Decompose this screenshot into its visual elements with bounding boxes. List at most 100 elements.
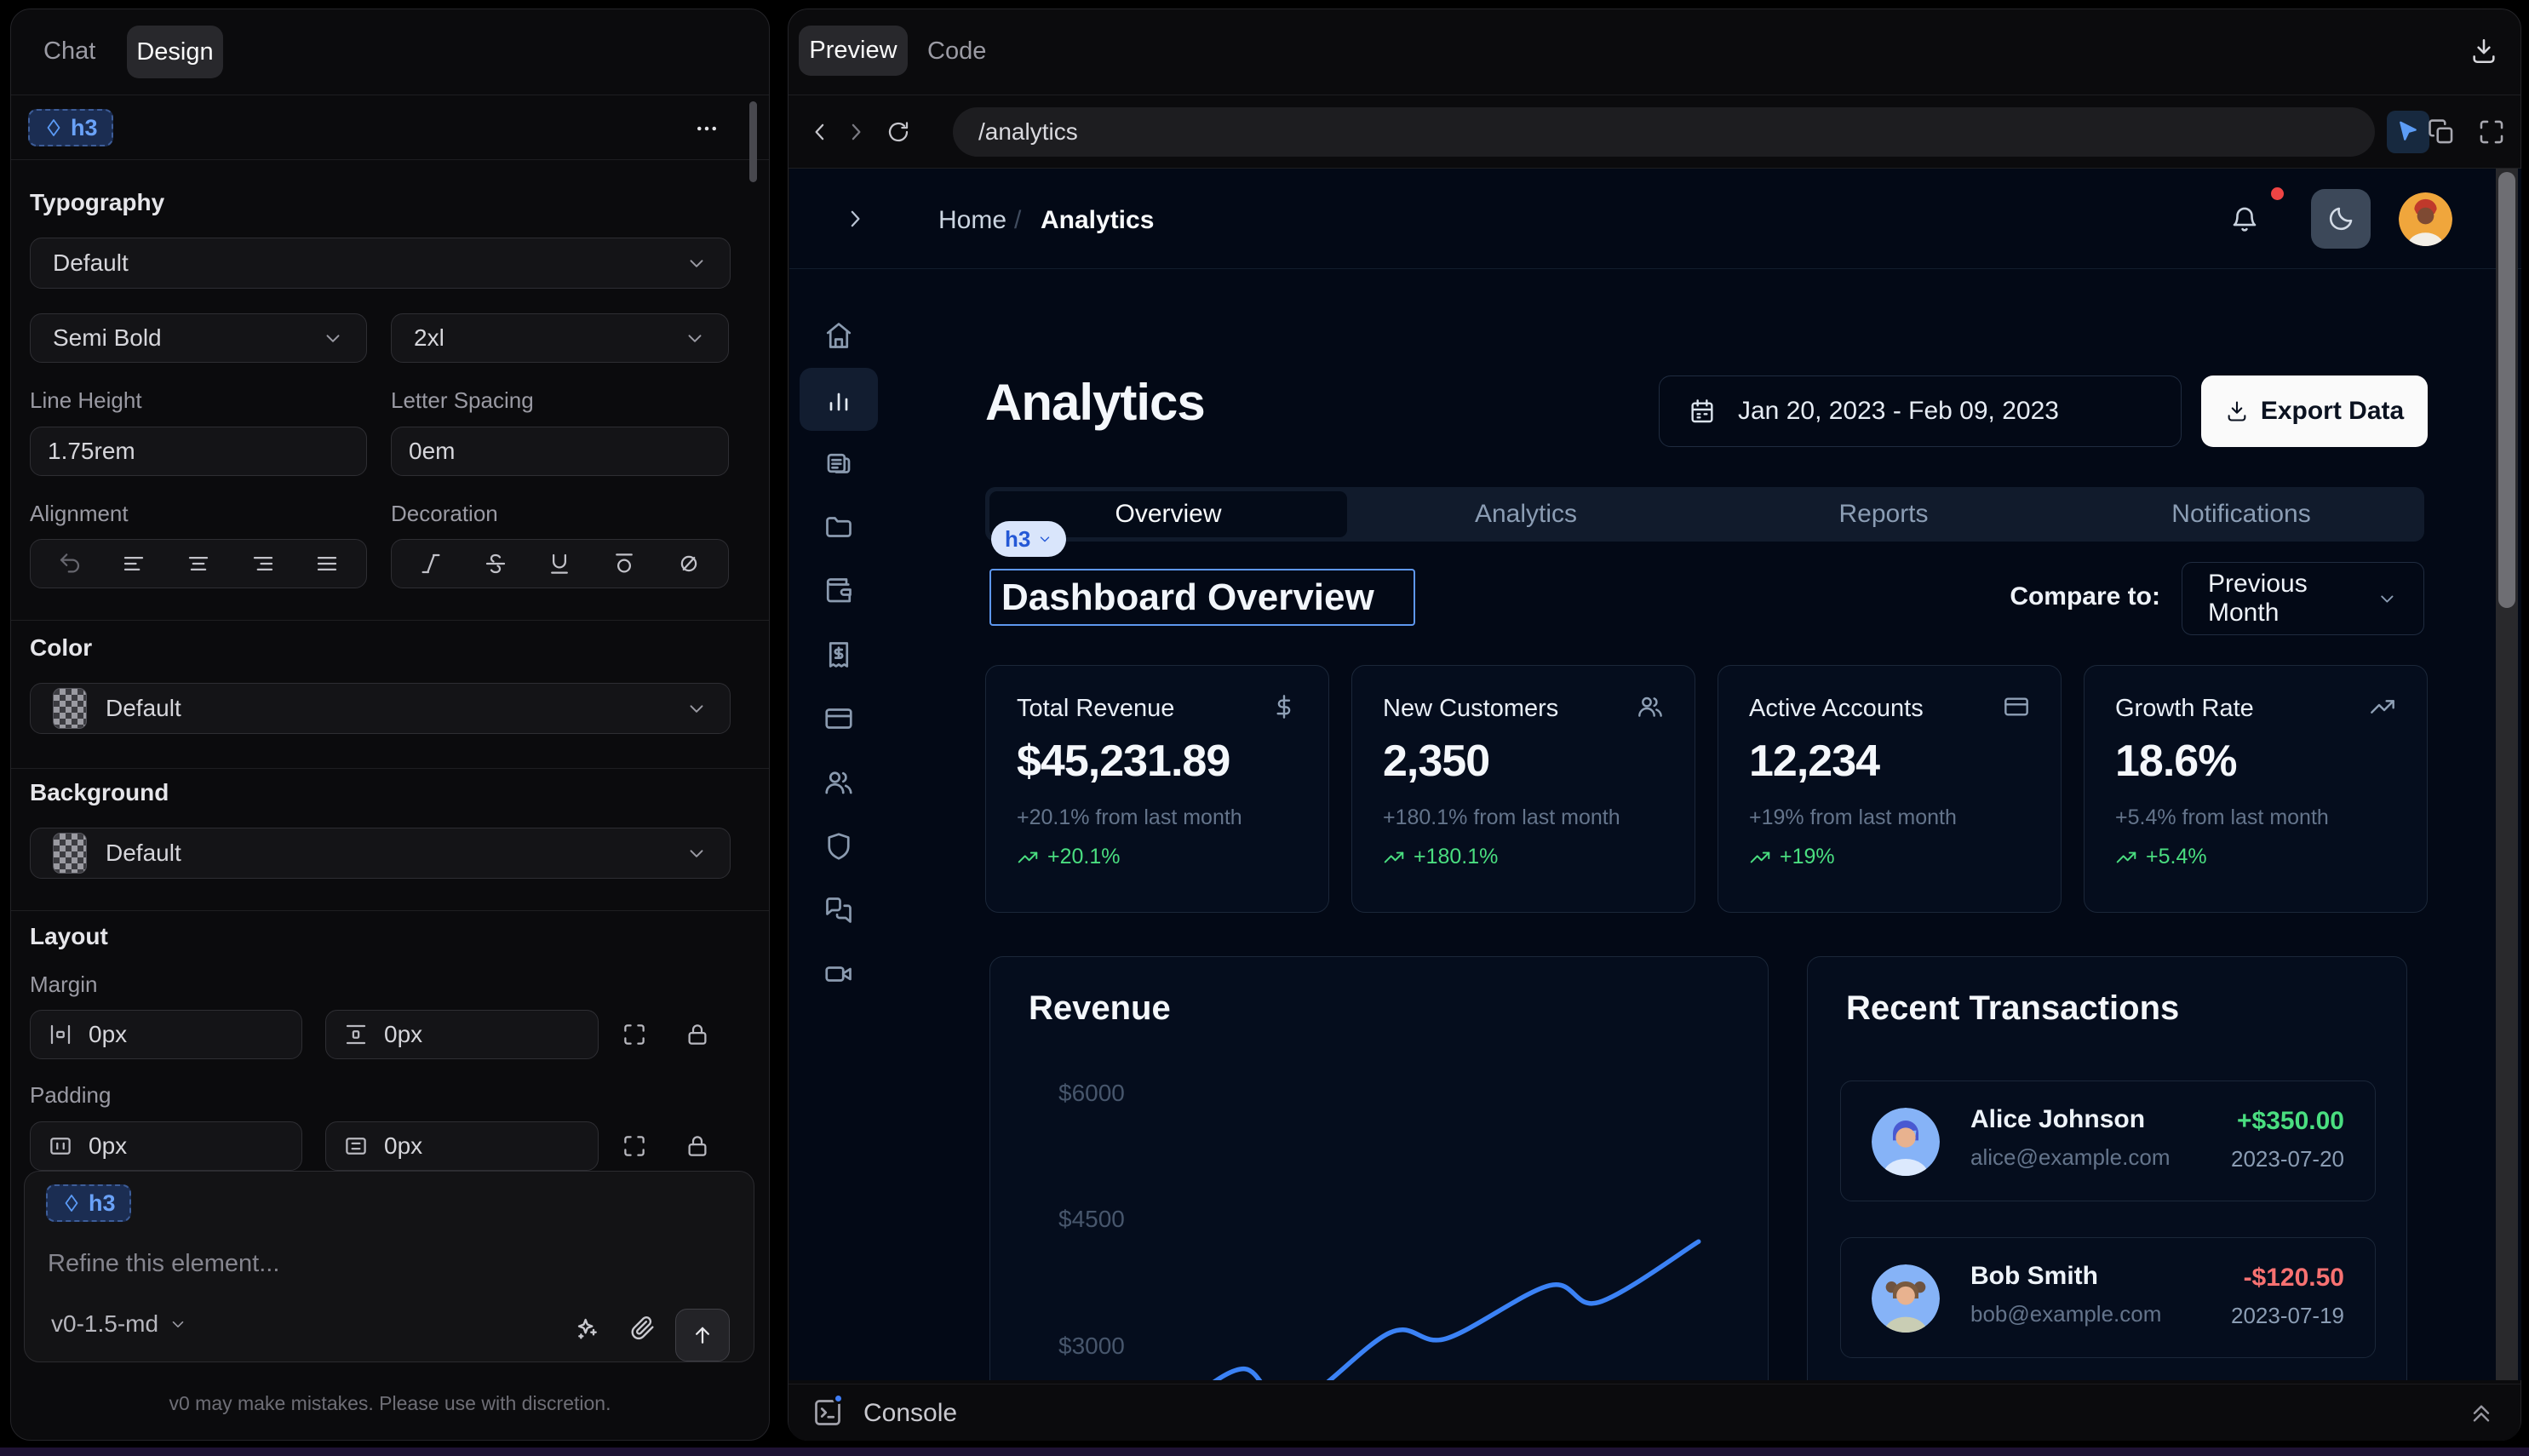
dashboard-tab-notifications[interactable]: Notifications <box>2171 500 2311 528</box>
refresh-icon[interactable] <box>886 119 911 145</box>
underline-button[interactable] <box>536 544 583 583</box>
chevrons-up-icon[interactable] <box>2468 1399 2495 1426</box>
breadcrumb-home[interactable]: Home <box>938 206 1007 234</box>
line-height-input[interactable]: 1.75rem <box>30 427 367 476</box>
align-left-button[interactable] <box>110 544 158 583</box>
font-weight-select[interactable]: Semi Bold <box>30 313 367 363</box>
align-center-icon <box>186 551 211 576</box>
console-bar[interactable]: Console <box>789 1384 2520 1441</box>
padding-x-input[interactable]: 0px <box>30 1121 302 1171</box>
sidebar-item-messages-icon[interactable] <box>823 895 854 926</box>
user-avatar[interactable] <box>2399 192 2452 246</box>
margin-y-input[interactable]: 0px <box>325 1010 599 1059</box>
copy-icon[interactable] <box>2427 118 2456 146</box>
date-range-button[interactable]: Jan 20, 2023 - Feb 09, 2023 <box>1659 375 2182 447</box>
panel-scrollbar-thumb[interactable] <box>749 101 757 182</box>
send-button[interactable] <box>675 1309 730 1361</box>
sidebar-item-video-icon[interactable] <box>823 959 854 989</box>
padding-horizontal-icon <box>48 1133 73 1159</box>
page-scrollbar-thumb[interactable] <box>2498 172 2515 608</box>
lock-padding-icon[interactable] <box>685 1133 710 1159</box>
align-justify-icon <box>314 551 340 576</box>
attach-icon[interactable] <box>629 1315 657 1342</box>
transaction-email: bob@example.com <box>1970 1301 2162 1327</box>
selected-heading[interactable]: Dashboard Overview <box>989 569 1415 626</box>
expand-margin-icon[interactable] <box>622 1022 647 1047</box>
console-label: Console <box>863 1399 958 1427</box>
more-options-icon[interactable] <box>694 116 720 141</box>
trending-up-icon <box>1749 846 1771 868</box>
sidebar-item-home-icon[interactable] <box>823 320 854 351</box>
export-data-button[interactable]: Export Data <box>2201 375 2428 447</box>
align-left-icon <box>121 551 146 576</box>
forward-icon[interactable] <box>843 119 869 145</box>
overline-button[interactable] <box>600 544 648 583</box>
url-input[interactable]: /analytics <box>953 107 2375 157</box>
sidebar-item-bar-chart-icon[interactable] <box>823 384 854 415</box>
selected-element-tag[interactable]: h3 <box>991 521 1067 557</box>
preview-viewport: Home / Analytics Analytics Jan 20, 2023 … <box>789 169 2521 1380</box>
italic-button[interactable] <box>407 544 455 583</box>
stat-card-active-accounts: Active Accounts 12,234 +19% from last mont… <box>1718 665 2062 913</box>
sidebar-item-users-icon[interactable] <box>823 767 854 798</box>
element-badge-h3[interactable]: h3 <box>28 109 113 146</box>
dashboard-tab-analytics[interactable]: Analytics <box>1474 500 1578 528</box>
align-right-button[interactable] <box>239 544 287 583</box>
page-scrollbar-track[interactable] <box>2496 169 2518 1380</box>
avatar <box>1872 1264 1940 1333</box>
preview-panel: Preview Code /analytics Home / Analytics <box>788 9 2521 1441</box>
reset-alignment-button[interactable] <box>46 544 94 583</box>
composer-input[interactable]: Refine this element... <box>48 1250 280 1277</box>
margin-x-input[interactable]: 0px <box>30 1010 302 1059</box>
dashboard-tab-reports[interactable]: Reports <box>1838 500 1929 528</box>
padding-y-input[interactable]: 0px <box>325 1121 599 1171</box>
notifications-bell-icon[interactable] <box>2230 204 2259 233</box>
theme-toggle-button[interactable] <box>2311 189 2371 249</box>
stat-trend: +180.1% <box>1383 845 1498 869</box>
letter-spacing-input[interactable]: 0em <box>391 427 729 476</box>
transaction-row[interactable]: Bob Smith bob@example.com -$120.50 2023-07-… <box>1840 1237 2376 1358</box>
sparkles-icon[interactable] <box>573 1315 600 1342</box>
chevron-down-icon <box>1037 531 1052 547</box>
strikethrough-icon <box>483 551 508 576</box>
users-icon <box>1637 693 1664 720</box>
font-size-select[interactable]: 2xl <box>391 313 729 363</box>
align-center-button[interactable] <box>175 544 222 583</box>
sidebar-toggle-icon[interactable] <box>842 206 868 232</box>
chevron-down-icon <box>685 842 708 864</box>
sidebar-item-folder-icon[interactable] <box>823 512 854 542</box>
sidebar-item-wallet-icon[interactable] <box>823 576 854 606</box>
strikethrough-button[interactable] <box>472 544 519 583</box>
fullscreen-icon[interactable] <box>2477 118 2506 146</box>
composer-element-badge[interactable]: h3 <box>46 1184 131 1222</box>
app-header: Home / Analytics <box>789 169 2521 269</box>
transaction-date: 2023-07-19 <box>2231 1303 2344 1328</box>
y-tick: $4500 <box>1058 1206 1125 1232</box>
sidebar-item-receipt-icon[interactable] <box>823 639 854 670</box>
align-justify-button[interactable] <box>303 544 351 583</box>
compare-period-select[interactable]: Previous Month <box>2182 562 2424 635</box>
sidebar-item-invoices-icon[interactable] <box>823 448 854 479</box>
transaction-email: alice@example.com <box>1970 1144 2171 1170</box>
model-selector[interactable]: v0-1.5-md <box>51 1310 187 1338</box>
transaction-row[interactable]: Alice Johnson alice@example.com +$350.00 20… <box>1840 1081 2376 1201</box>
tab-design[interactable]: Design <box>127 26 223 78</box>
font-family-select[interactable]: Default <box>30 238 731 289</box>
lock-margin-icon[interactable] <box>685 1022 710 1047</box>
tab-preview[interactable]: Preview <box>799 26 908 76</box>
trending-up-icon <box>2115 846 2137 868</box>
typography-section-label: Typography <box>30 189 165 215</box>
tab-chat[interactable]: Chat <box>43 37 96 65</box>
expand-padding-icon[interactable] <box>622 1133 647 1159</box>
sidebar-item-shield-icon[interactable] <box>823 831 854 862</box>
color-select[interactable]: Default <box>30 683 731 734</box>
no-decoration-button[interactable] <box>665 544 713 583</box>
transaction-amount: -$120.50 <box>2243 1264 2344 1292</box>
download-icon[interactable] <box>2469 37 2498 66</box>
back-icon[interactable] <box>807 119 833 145</box>
background-select[interactable]: Default <box>30 828 731 879</box>
tab-code[interactable]: Code <box>927 37 987 65</box>
revenue-chart-card: Revenue $6000 $4500 $3000 <box>989 956 1769 1380</box>
sidebar-item-credit-card-icon[interactable] <box>823 703 854 734</box>
inspect-mode-button[interactable] <box>2387 111 2429 153</box>
